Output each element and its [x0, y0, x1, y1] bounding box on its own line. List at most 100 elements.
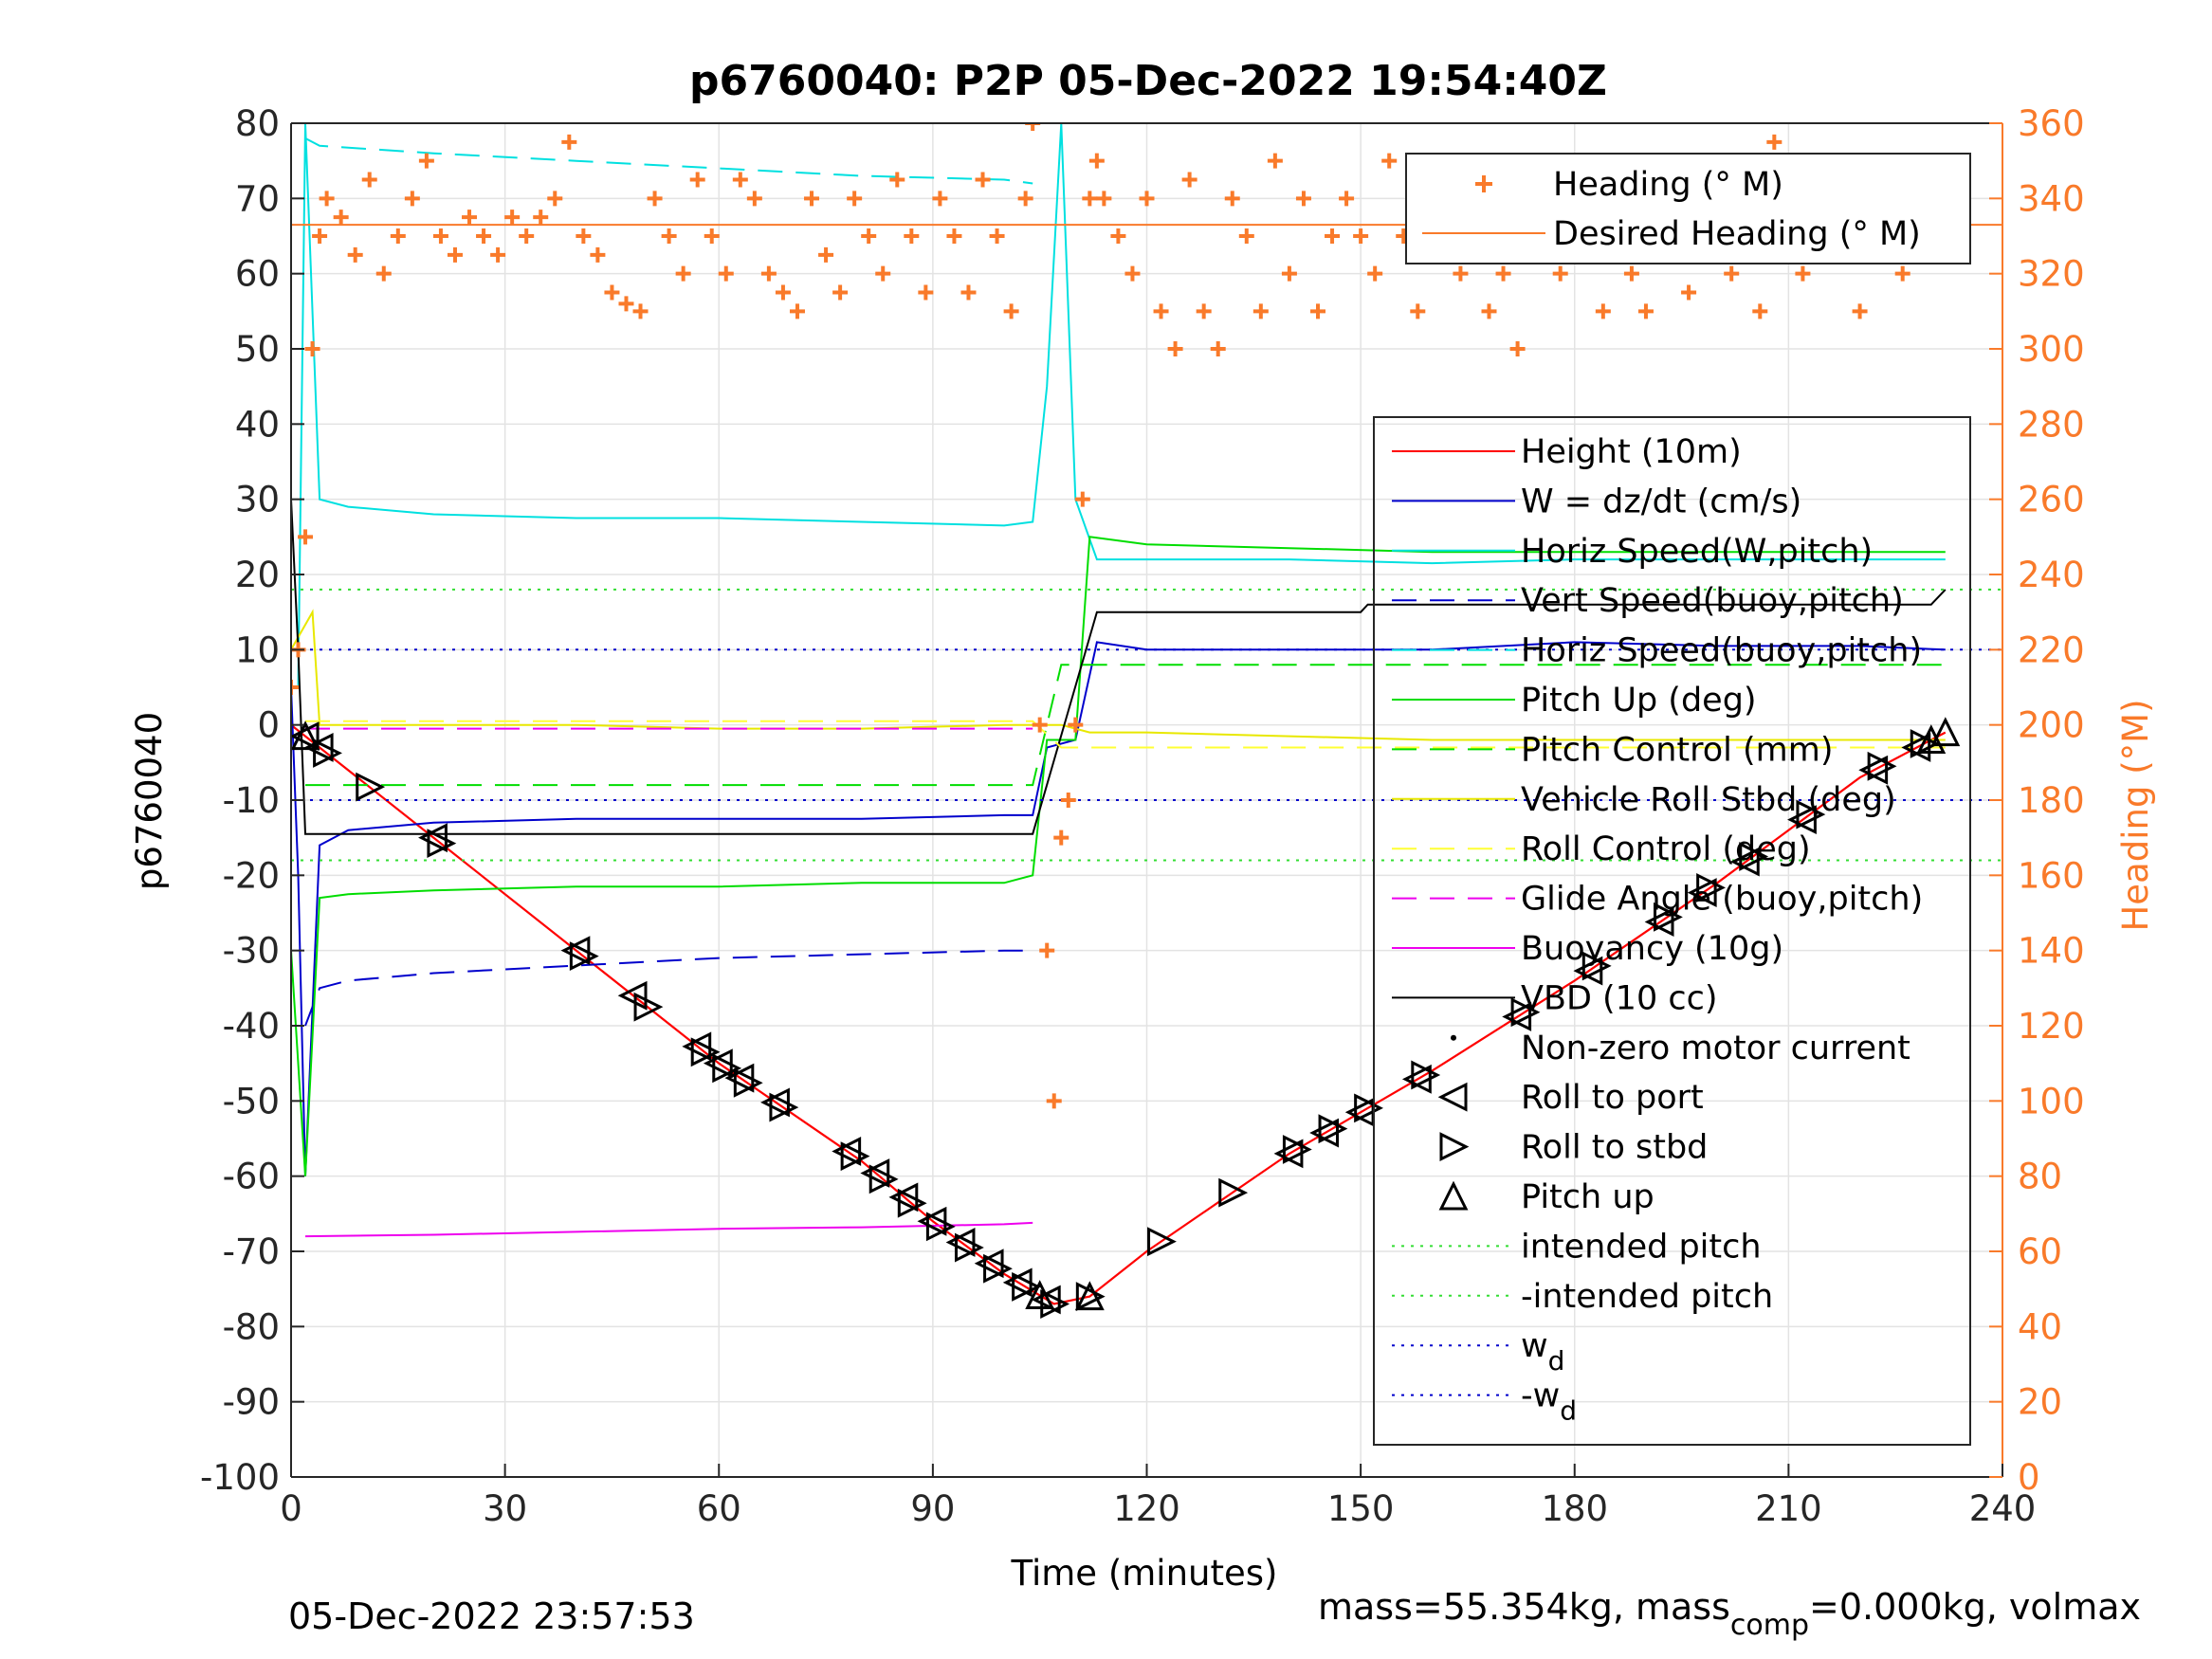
pitch-up-marker — [1916, 724, 1947, 755]
heading-point — [1339, 191, 1355, 207]
x-tick-label: 60 — [697, 1488, 741, 1529]
y-right-tick-label: 180 — [2018, 780, 2085, 821]
heading-point — [960, 284, 977, 301]
legend-label: Glide Angle (buoy,pitch) — [1521, 881, 1923, 919]
series-vbd-10-cc — [291, 499, 1947, 835]
heading-point — [304, 341, 320, 356]
y-tick-label: 0 — [257, 705, 280, 746]
legend-label: Desired Heading (° M) — [1553, 215, 1921, 253]
roll-stbd-marker — [1282, 1135, 1312, 1164]
roll-port-marker — [974, 1249, 1004, 1279]
heading-point — [1224, 191, 1240, 207]
heading-point — [533, 210, 549, 226]
roll-port-marker — [888, 1182, 919, 1212]
legend-label-subscript: d — [1560, 1395, 1577, 1427]
series-pitch-control-mm — [305, 664, 1946, 787]
heading-point — [1003, 303, 1019, 319]
heading-point — [1310, 303, 1325, 319]
heading-point — [291, 680, 299, 695]
legend-label: Roll to stbd — [1521, 1129, 1708, 1167]
y-right-tick-label: 340 — [2018, 178, 2085, 219]
heading-point — [1124, 265, 1141, 282]
heading-point — [312, 228, 328, 244]
footer-mass: mass=55.354kg, masscomp=0.000kg, volmax — [1318, 1586, 2141, 1642]
y-right-tick-label: 240 — [2018, 555, 2085, 595]
heading-point — [1060, 793, 1076, 808]
y-tick-label: -30 — [223, 931, 280, 972]
y-tick-label: -20 — [223, 855, 280, 896]
legend-sample — [1438, 1180, 1469, 1211]
y-tick-label: 40 — [235, 404, 280, 445]
heading-point — [904, 228, 920, 244]
series-roll-control-deg — [305, 720, 1946, 749]
heading-point — [519, 228, 535, 244]
roll-port-marker — [303, 733, 334, 762]
heading-point — [818, 246, 834, 263]
roll-stbd-marker — [712, 1053, 742, 1084]
heading-point — [476, 228, 492, 244]
y-right-tick-label: 80 — [2018, 1157, 2062, 1197]
series-horiz-speed-buoy-pitch — [304, 137, 1033, 185]
legend-label: VBD (10 cc) — [1521, 979, 1718, 1017]
legend-label-text: Pitch Control (mm) — [1521, 731, 1833, 769]
heading-point — [1082, 191, 1098, 207]
legend-label: Horiz Speed(buoy,pitch) — [1521, 632, 1922, 670]
y-right-tick-label: 60 — [2018, 1231, 2062, 1272]
roll-port-marker — [945, 1228, 976, 1257]
heading-point — [462, 210, 478, 226]
heading-point — [1381, 153, 1398, 169]
heading-point — [418, 153, 434, 169]
roll-stbd-marker — [313, 738, 342, 768]
heading-point — [661, 228, 677, 244]
roll-stbd-marker — [1654, 902, 1683, 932]
y-right-tick-label: 320 — [2018, 254, 2085, 295]
heading-point — [1595, 303, 1611, 319]
heading-point — [1552, 265, 1568, 282]
y-right-tick-label: 280 — [2018, 404, 2085, 445]
x-tick-label: 150 — [1327, 1488, 1395, 1529]
y-tick-label: -10 — [223, 780, 280, 821]
heading-point — [1039, 942, 1055, 958]
roll-stbd-marker — [954, 1232, 984, 1263]
heading-point — [1353, 228, 1369, 244]
heading-point — [889, 172, 905, 188]
y-axis-label: p6760040 — [129, 712, 170, 890]
y-tick-label: 50 — [235, 329, 280, 370]
heading-point — [1681, 284, 1697, 301]
roll-port-marker — [1729, 847, 1760, 877]
legend-main: Height (10m) W = dz/dt (cm/s) Horiz Speed(… — [1373, 416, 1971, 1446]
heading-point — [760, 265, 777, 282]
heading-point — [1367, 265, 1383, 282]
y-tick-label: -80 — [223, 1306, 280, 1347]
heading-point — [875, 265, 891, 282]
heading-point — [675, 265, 691, 282]
heading-point — [804, 191, 820, 207]
x-tick-label: 120 — [1113, 1488, 1180, 1529]
legend-sample — [1451, 1034, 1456, 1041]
legend-label-text: Glide Angle (buoy,pitch) — [1521, 881, 1923, 919]
y-tick-label: 10 — [235, 629, 280, 670]
legend-label-text: intended pitch — [1521, 1228, 1762, 1266]
legend-sample — [1475, 175, 1492, 192]
heading-point — [361, 172, 377, 188]
heading-point — [1766, 134, 1782, 150]
heading-point — [333, 210, 349, 226]
roll-stbd-marker — [840, 1141, 870, 1172]
heading-point — [1096, 191, 1112, 207]
legend-label-text: w — [1521, 1327, 1548, 1365]
legend-label-text: Horiz Speed(W,pitch) — [1521, 533, 1873, 571]
legend-label-text: Roll Control (deg) — [1521, 830, 1811, 868]
footer-timestamp: 05-Dec-2022 23:57:53 — [288, 1595, 695, 1637]
legend-label: Pitch up — [1521, 1178, 1654, 1216]
x-tick-label: 0 — [280, 1488, 302, 1529]
legend-label: Non-zero motor current — [1521, 1030, 1910, 1067]
y-right-tick-label: 40 — [2018, 1306, 2062, 1347]
legend-label: Horiz Speed(W,pitch) — [1521, 533, 1873, 571]
heading-point — [432, 228, 448, 244]
legend-label-text: W = dz/dt (cm/s) — [1521, 483, 1801, 520]
heading-point — [1110, 228, 1126, 244]
heading-point — [718, 265, 734, 282]
legend-label: Roll Control (deg) — [1521, 830, 1811, 868]
y-right-tick-label: 300 — [2018, 329, 2085, 370]
